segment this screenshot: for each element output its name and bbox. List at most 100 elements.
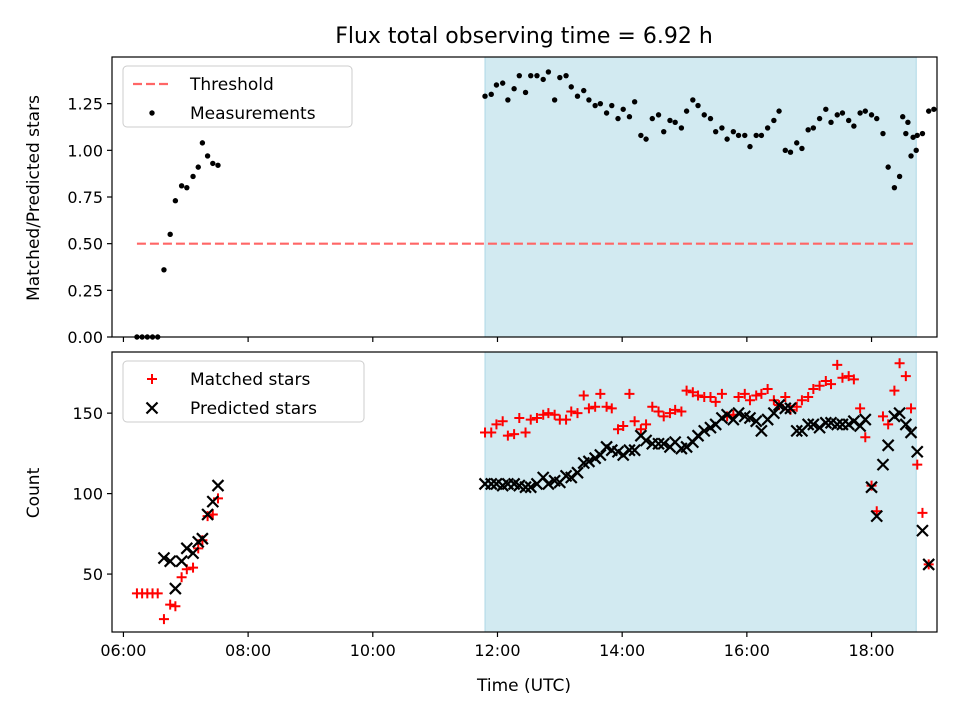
data-point [891, 184, 898, 191]
data-point [571, 466, 584, 479]
y-tick-label: 0.25 [67, 281, 103, 300]
data-point [876, 458, 890, 471]
data-point [767, 406, 781, 420]
data-point [597, 100, 604, 107]
data-point [834, 112, 840, 118]
data-point [664, 408, 675, 419]
data-point [681, 385, 692, 396]
y-tick-label: 100 [72, 485, 103, 504]
data-point [667, 117, 673, 124]
legend-box [122, 65, 353, 128]
data-point [572, 408, 583, 419]
data-point [509, 429, 520, 440]
data-point [657, 437, 671, 451]
data-point [919, 130, 926, 137]
data-point [655, 112, 662, 118]
data-point [899, 418, 913, 431]
data-point [693, 390, 704, 401]
data-point [678, 125, 685, 131]
data-point [629, 416, 640, 427]
data-point [167, 231, 173, 238]
data-point [900, 371, 911, 382]
data-point [641, 419, 652, 430]
data-point [561, 414, 572, 425]
data-point [540, 76, 546, 83]
data-point [163, 554, 177, 568]
y-axis-label-top: Matched/Predicted stars [24, 95, 44, 301]
data-point [880, 130, 886, 137]
x-tick-label: 10:00 [350, 641, 396, 660]
data-point [165, 599, 176, 610]
data-point [615, 115, 621, 122]
data-point [639, 434, 653, 447]
data-point [514, 412, 525, 423]
data-point [620, 106, 626, 112]
data-point [676, 406, 687, 417]
data-point [894, 358, 905, 369]
data-point [826, 379, 837, 390]
data-point [742, 132, 748, 139]
data-point [531, 412, 542, 423]
data-point [925, 108, 932, 114]
data-point [823, 106, 829, 112]
data-point [157, 551, 171, 565]
data-point [606, 403, 617, 414]
data-point [810, 125, 817, 131]
data-point [910, 445, 924, 459]
data-point [511, 86, 517, 92]
data-point [172, 198, 179, 204]
data-point [744, 395, 755, 406]
data-point [545, 69, 552, 75]
data-point [753, 132, 759, 139]
data-point [595, 388, 606, 399]
data-point [211, 479, 225, 492]
axes-frame [111, 351, 938, 633]
data-point [787, 149, 794, 155]
y-tick-label: 1.25 [67, 95, 103, 114]
data-point [491, 419, 502, 430]
data-point [484, 477, 498, 491]
data-point [735, 132, 742, 139]
data-point [538, 409, 549, 420]
data-point [482, 93, 488, 99]
data-point [196, 532, 209, 545]
data-point [201, 508, 214, 521]
data-point [195, 164, 201, 170]
data-point [764, 125, 771, 131]
data-point [152, 588, 163, 599]
data-point [830, 418, 844, 431]
data-point [649, 115, 656, 122]
data-point [631, 99, 638, 105]
data-point [697, 424, 711, 438]
data-point [916, 524, 929, 537]
data-point [866, 480, 877, 491]
legend: Threshold Measurements [122, 65, 353, 128]
y-tick-label: 0.00 [67, 328, 103, 347]
data-point [190, 173, 196, 180]
data-point [851, 123, 857, 129]
data-point [543, 408, 554, 419]
data-point [912, 459, 923, 470]
data-point [816, 115, 823, 122]
data-point [808, 384, 819, 395]
data-point [877, 411, 888, 422]
data-point [519, 480, 532, 494]
data-point [931, 106, 937, 112]
data-point [832, 359, 843, 370]
data-point [790, 424, 804, 438]
data-point [803, 392, 814, 403]
data-point [712, 128, 719, 135]
y-tick-label: 150 [72, 404, 103, 423]
data-point [910, 134, 916, 140]
data-point [707, 115, 714, 122]
data-point [860, 432, 871, 443]
data-point [710, 396, 721, 407]
data-point [635, 424, 646, 435]
data-point [628, 443, 641, 457]
data-point [672, 119, 678, 126]
data-point [814, 380, 825, 391]
data-point [807, 418, 820, 431]
data-point [881, 439, 895, 452]
data-point [204, 153, 211, 159]
